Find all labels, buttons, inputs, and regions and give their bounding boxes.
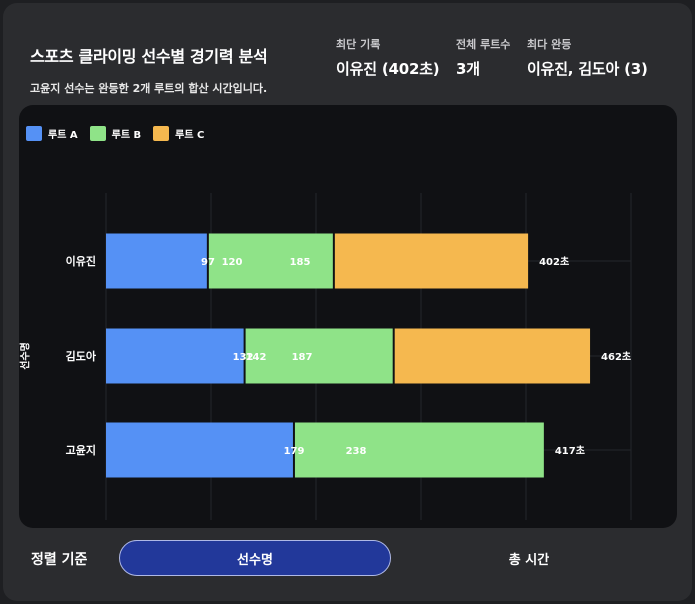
stat-fastest-label: 최단 기록 bbox=[336, 38, 381, 51]
legend-swatch-route-b bbox=[89, 126, 106, 141]
bar-0-0 bbox=[106, 233, 208, 289]
stat-route-count-value: 3개 bbox=[456, 60, 480, 78]
stat-fastest-value: 이유진 (402초) bbox=[336, 60, 440, 78]
stat-most-completions: 최다 완등 이유진, 김도아 (3) bbox=[527, 36, 648, 79]
legend-item-route-a[interactable]: 루트 A bbox=[26, 126, 78, 141]
legend-swatch-route-a bbox=[26, 126, 42, 141]
value-label-0-0: 97 bbox=[201, 257, 215, 268]
total-label-2: 417초 bbox=[555, 444, 585, 457]
chart-legend: 루트 A 루트 B 루트 C bbox=[26, 126, 204, 141]
bar-1-1 bbox=[244, 328, 394, 384]
bar-1-0 bbox=[106, 328, 245, 384]
sort-label: 정렬 기준 bbox=[31, 552, 88, 568]
bar-2-1 bbox=[293, 422, 544, 478]
category-label-0: 이유진 bbox=[66, 254, 96, 268]
value-label-0-2: 185 bbox=[290, 257, 311, 268]
bar-2-0 bbox=[106, 422, 294, 478]
legend-item-route-c[interactable]: 루트 C bbox=[153, 126, 204, 141]
stat-route-count-label: 전체 루트수 bbox=[456, 38, 511, 51]
value-label-2-0: 179 bbox=[284, 446, 305, 457]
page-subtitle: 고윤지 선수는 완등한 2개 루트의 합산 시간입니다. bbox=[30, 82, 268, 95]
category-label-1: 김도아 bbox=[66, 349, 97, 363]
page-title: 스포츠 클라이밍 선수별 경기력 분석 bbox=[30, 47, 268, 66]
legend-swatch-route-c bbox=[153, 126, 170, 141]
value-label-1-0: 132 bbox=[233, 352, 254, 363]
sort-by-total-time-button[interactable]: 총 시간 bbox=[393, 540, 665, 576]
stat-route-count: 전체 루트수 3개 bbox=[456, 36, 510, 79]
bar-0-1 bbox=[207, 233, 334, 289]
bar-0-2 bbox=[333, 233, 529, 289]
sort-by-name-button[interactable]: 선수명 bbox=[119, 540, 391, 576]
total-label-0: 402초 bbox=[539, 255, 569, 268]
legend-item-route-b[interactable]: 루트 B bbox=[89, 126, 142, 141]
stat-most-completions-label: 최다 완등 bbox=[527, 38, 572, 51]
bar-1-2 bbox=[393, 328, 591, 384]
value-label-1-1: 142 bbox=[246, 352, 267, 363]
legend-label-route-b: 루트 B bbox=[111, 130, 142, 141]
total-label-1: 462초 bbox=[601, 350, 631, 363]
legend-label-route-a: 루트 A bbox=[48, 130, 78, 141]
stat-most-completions-value: 이유진, 김도아 (3) bbox=[527, 60, 648, 78]
stat-fastest: 최단 기록 이유진 (402초) bbox=[336, 36, 440, 79]
category-label-2: 고윤지 bbox=[66, 443, 96, 457]
value-label-0-1: 120 bbox=[222, 257, 243, 268]
value-label-1-2: 187 bbox=[292, 352, 313, 363]
value-label-2-1: 238 bbox=[346, 446, 367, 457]
legend-label-route-c: 루트 C bbox=[175, 130, 205, 141]
